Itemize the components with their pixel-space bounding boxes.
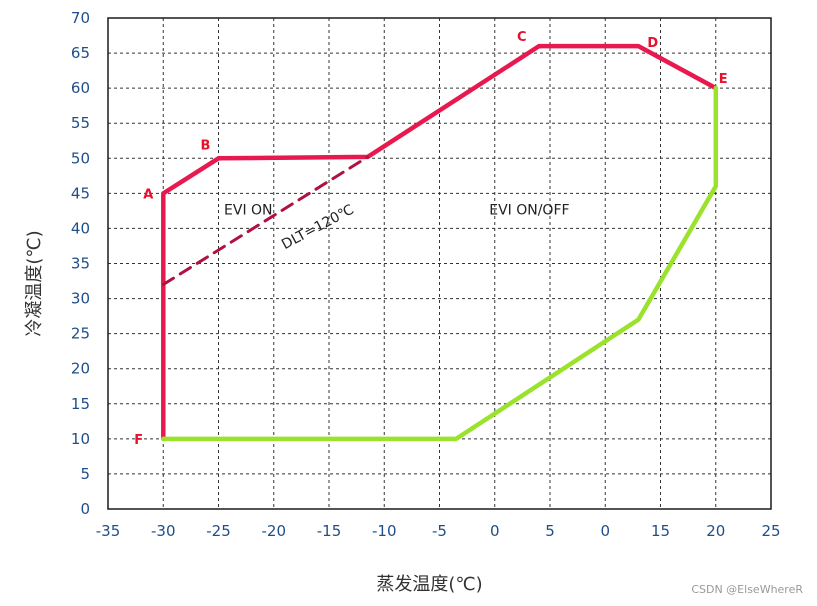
y-tick-label: 30	[71, 290, 90, 308]
y-tick-label: 45	[71, 184, 90, 202]
point-label-b: B	[201, 138, 211, 153]
x-axis-label: 蒸发温度(℃)	[376, 574, 482, 595]
y-tick-label: 5	[80, 465, 90, 483]
dlt-dashed-line	[161, 155, 370, 286]
y-tick-label: 55	[71, 114, 90, 132]
x-tick-label: -35	[96, 522, 121, 540]
point-label-c: C	[517, 30, 527, 45]
y-tick-label: 50	[71, 149, 90, 167]
x-tick-label: 15	[651, 522, 670, 540]
point-labels: A B C D E F	[134, 30, 727, 448]
tick-labels: -35 -30 -25 -20 -15 -10 -5 0 5 0 15 20 2505101520253…	[71, 9, 781, 540]
y-tick-label: 25	[71, 325, 90, 343]
annotation-label: EVI ON/OFF	[489, 202, 569, 218]
series-group	[161, 43, 719, 442]
plot-area	[107, 17, 772, 510]
y-tick-label: 10	[71, 430, 90, 448]
x-tick-label: 0	[600, 522, 610, 540]
point-label-f: F	[134, 433, 143, 448]
y-axis-label: 冷凝温度(℃)	[24, 230, 45, 336]
x-tick-label: -15	[317, 522, 342, 540]
x-tick-label: -10	[372, 522, 397, 540]
point-label-e: E	[719, 72, 728, 87]
y-tick-label: 20	[71, 360, 90, 378]
y-tick-label: 65	[71, 44, 90, 62]
x-tick-label: -30	[151, 522, 176, 540]
x-tick-label: -25	[206, 522, 231, 540]
annotations: EVI ON EVI ON/OFF DLT=120℃	[224, 202, 570, 253]
x-tick-label: -20	[262, 522, 287, 540]
y-tick-label: 15	[71, 395, 90, 413]
point-label-d: D	[647, 36, 658, 51]
annotation-label: EVI ON	[224, 202, 273, 218]
envelope-line-lower	[161, 85, 719, 442]
y-tick-label: 70	[71, 9, 90, 27]
plot-frame	[107, 17, 772, 510]
annotation-label: DLT=120℃	[279, 202, 357, 253]
x-tick-label: -5	[432, 522, 447, 540]
y-tick-label: 35	[71, 255, 90, 273]
watermark: CSDN @ElseWhereR	[691, 583, 803, 596]
x-tick-label: 25	[761, 522, 780, 540]
point-label-a: A	[143, 187, 153, 202]
y-tick-label: 40	[71, 219, 90, 237]
y-tick-label: 0	[80, 500, 90, 518]
y-tick-label: 60	[71, 79, 90, 97]
x-tick-label: 5	[545, 522, 555, 540]
x-tick-label: 20	[706, 522, 725, 540]
x-tick-label: 0	[490, 522, 500, 540]
